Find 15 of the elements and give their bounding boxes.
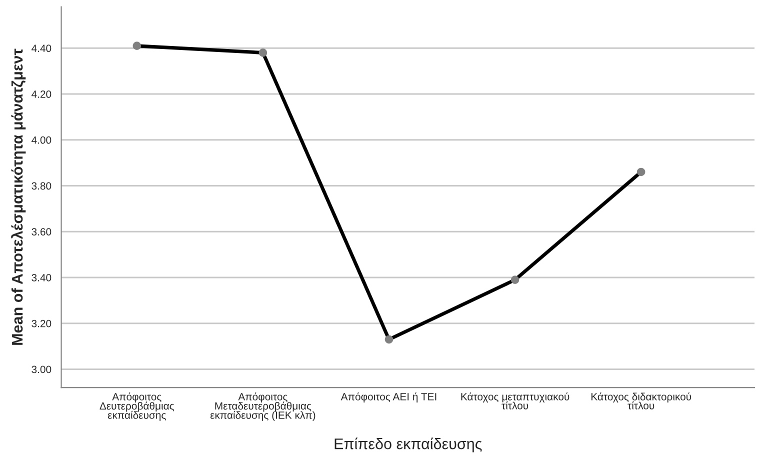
x-tick-label: Απόφοιτος Μεταδευτεροβάθμιας εκπαίδευσης (ΙΕΚ κλπ) bbox=[210, 392, 316, 421]
x-tick-label: Απόφοιτος ΑΕΙ ή ΤΕΙ bbox=[340, 392, 436, 402]
y-tick-label: 3.20 bbox=[32, 320, 52, 328]
y-tick-label: 4.40 bbox=[32, 44, 52, 52]
x-tick-label: Απόφοιτος Δευτεροβάθμιας εκπαίδευσης bbox=[100, 392, 174, 421]
x-tick-label: Κάτοχος μεταπτυχιακού τίτλου bbox=[461, 392, 570, 410]
y-tick-label: 3.60 bbox=[32, 228, 52, 236]
y-tick-label: 3.40 bbox=[32, 274, 52, 282]
y-tick-label: 3.00 bbox=[32, 366, 52, 374]
x-axis-title: Επίπεδο εκπαίδευσης bbox=[334, 438, 482, 452]
y-axis-title: Mean of Αποτελέσματικότητα μάνατζμεντ bbox=[11, 48, 26, 345]
x-tick-label: Κάτοχος διδακτορικού τίτλου bbox=[591, 392, 692, 410]
y-tick-label: 4.00 bbox=[32, 136, 52, 144]
y-tick-label: 3.80 bbox=[32, 182, 52, 190]
y-tick-label: 4.20 bbox=[32, 90, 52, 98]
